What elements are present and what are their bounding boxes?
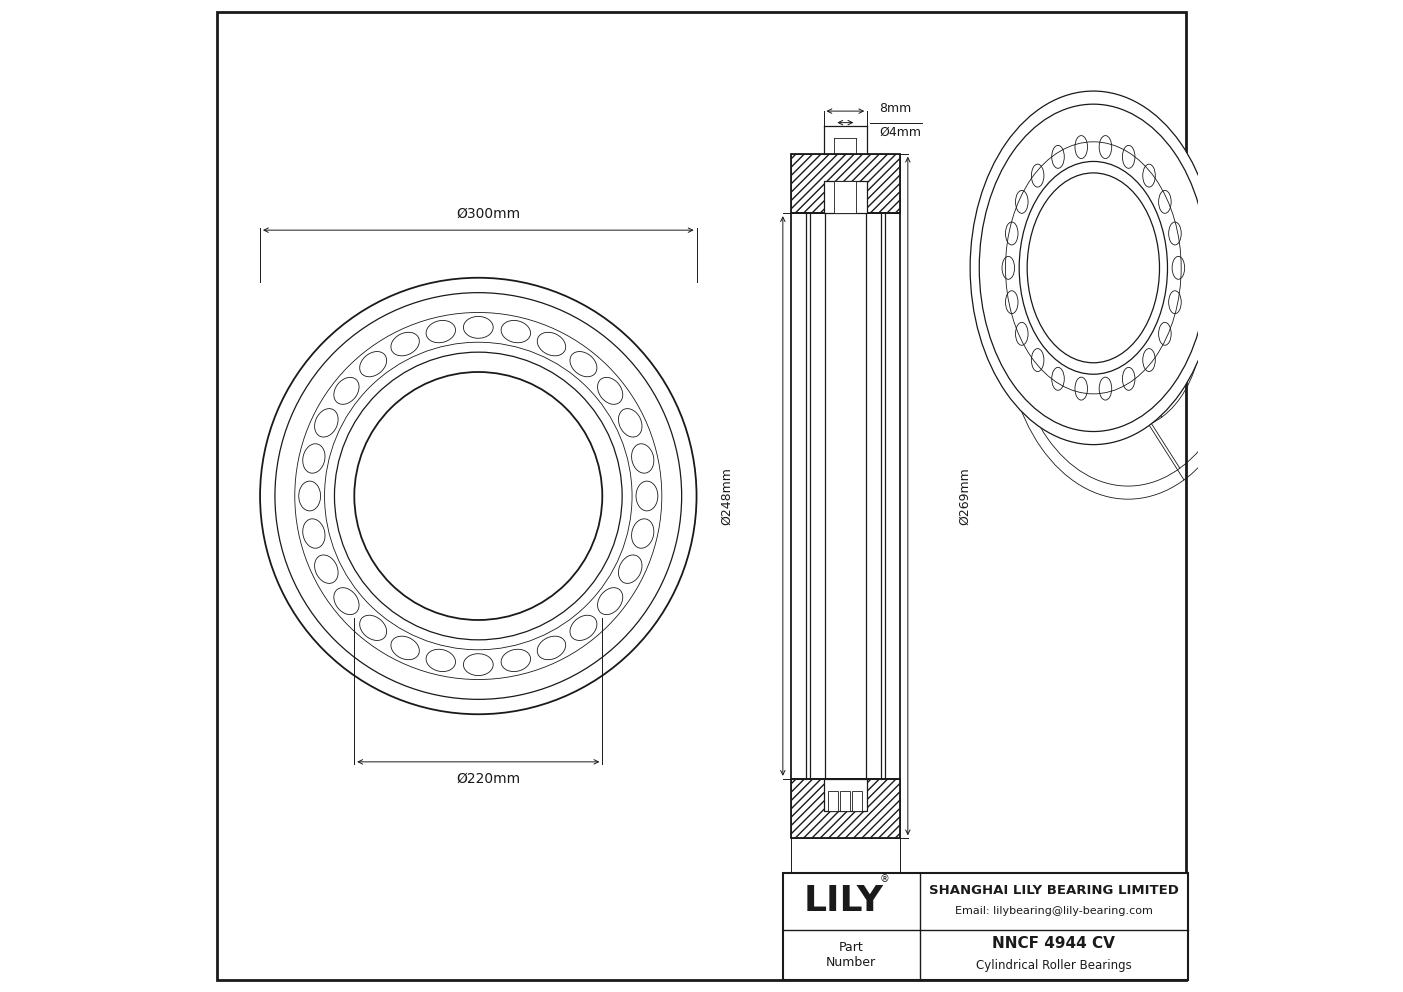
Text: ®: ®	[880, 874, 890, 885]
Bar	[828, 791, 838, 811]
Ellipse shape	[969, 91, 1216, 444]
Bar	[783, 873, 1187, 980]
Bar	[791, 154, 899, 213]
Text: NNCF 4944 CV: NNCF 4944 CV	[992, 936, 1115, 951]
Bar	[824, 779, 867, 811]
Text: Ø248mm: Ø248mm	[720, 467, 732, 525]
Ellipse shape	[979, 104, 1208, 432]
Text: Ø300mm: Ø300mm	[456, 206, 521, 220]
Bar	[791, 779, 899, 838]
Bar	[824, 181, 867, 213]
Ellipse shape	[1006, 142, 1181, 394]
Text: LILY: LILY	[804, 884, 884, 919]
Ellipse shape	[1019, 162, 1167, 374]
Text: Email: lilybearing@lily-bearing.com: Email: lilybearing@lily-bearing.com	[954, 906, 1153, 917]
Text: Ø220mm: Ø220mm	[456, 772, 521, 786]
Bar	[852, 791, 861, 811]
Text: Ø4mm: Ø4mm	[880, 126, 920, 139]
Bar	[791, 779, 899, 838]
Text: Cylindrical Roller Bearings: Cylindrical Roller Bearings	[975, 959, 1132, 972]
Text: 8mm: 8mm	[880, 101, 912, 115]
Text: SHANGHAI LILY BEARING LIMITED: SHANGHAI LILY BEARING LIMITED	[929, 884, 1179, 897]
Bar	[835, 181, 856, 213]
Ellipse shape	[1027, 173, 1159, 363]
Bar	[840, 791, 850, 811]
Text: 80mm: 80mm	[824, 906, 867, 920]
Text: Ø269mm: Ø269mm	[958, 467, 971, 525]
Text: Part
Number: Part Number	[826, 940, 877, 969]
Bar	[791, 154, 899, 213]
